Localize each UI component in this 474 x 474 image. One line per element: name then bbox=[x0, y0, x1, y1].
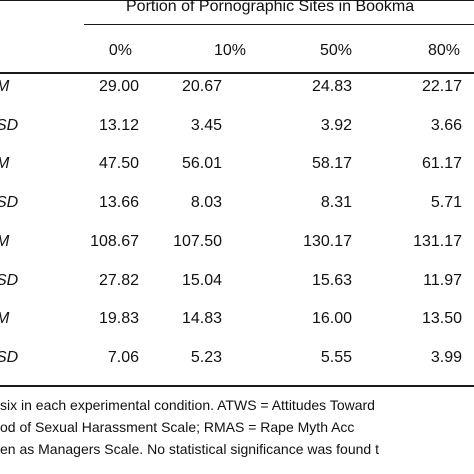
table-cell: 3.66 bbox=[430, 116, 462, 134]
row-label-sd: SD bbox=[0, 348, 19, 366]
table-cell: 16.00 bbox=[311, 310, 352, 328]
table-cell: 5.71 bbox=[430, 194, 462, 212]
table-cell: 11.97 bbox=[423, 271, 462, 289]
table-cell: 15.04 bbox=[181, 271, 222, 289]
table-cell: 58.17 bbox=[311, 155, 352, 173]
table-cell: 131.17 bbox=[413, 232, 462, 250]
table-cell: 3.92 bbox=[320, 116, 352, 134]
table-bottom-rule bbox=[0, 385, 474, 387]
group-header-underline bbox=[84, 24, 474, 25]
table-cell: 8.03 bbox=[190, 194, 222, 212]
table-cell: 107.50 bbox=[173, 232, 222, 250]
row-label-m: M bbox=[0, 310, 9, 328]
table-cell: 15.63 bbox=[311, 271, 352, 289]
table-cell: 13.12 bbox=[98, 116, 139, 134]
group-header: Portion of Pornographic Sites in Bookma bbox=[126, 0, 415, 15]
row-label-sd: SD bbox=[0, 271, 19, 289]
table-note-line-2: od of Sexual Harassment Scale; RMAS = Ra… bbox=[0, 419, 355, 435]
table-cell: 27.82 bbox=[98, 271, 139, 289]
table-cell: 22.17 bbox=[421, 78, 462, 95]
table-note-line-1: six in each experimental condition. ATWS… bbox=[0, 397, 375, 413]
row-label-sd: SD bbox=[0, 194, 19, 212]
table-cell: 7.06 bbox=[107, 348, 139, 366]
table-top-rule bbox=[0, 0, 474, 1]
table-cell: 3.45 bbox=[190, 116, 222, 134]
table-note-line-3: en as Managers Scale. No statistical sig… bbox=[0, 441, 379, 457]
row-label-m: M bbox=[0, 233, 9, 251]
row-label-m: M bbox=[0, 78, 9, 96]
table-cell: 13.50 bbox=[421, 310, 462, 328]
header-bottom-rule bbox=[0, 72, 474, 74]
column-header-0: 0% bbox=[108, 42, 132, 59]
table-cell: 19.83 bbox=[98, 310, 139, 328]
row-label-sd: SD bbox=[0, 116, 19, 134]
column-header-2: 50% bbox=[319, 42, 352, 59]
table-cell: 108.67 bbox=[90, 232, 139, 250]
table-cell: 29.00 bbox=[98, 78, 139, 95]
table-cell: 24.83 bbox=[311, 78, 352, 95]
table-cell: 13.66 bbox=[98, 194, 139, 212]
column-header-3: 80% bbox=[427, 42, 460, 59]
table-cell: 20.67 bbox=[181, 78, 222, 95]
table-cell: 8.31 bbox=[320, 194, 352, 212]
table-cell: 61.17 bbox=[421, 155, 462, 173]
column-header-1: 10% bbox=[213, 42, 246, 59]
row-label-m: M bbox=[0, 155, 9, 173]
table-cell: 5.23 bbox=[190, 348, 222, 366]
table-cell: 56.01 bbox=[181, 155, 222, 173]
table-cell: 130.17 bbox=[303, 232, 352, 250]
table-cell: 3.99 bbox=[430, 348, 462, 366]
table-cell: 47.50 bbox=[98, 155, 139, 173]
table-cell: 5.55 bbox=[320, 348, 352, 366]
table-cell: 14.83 bbox=[181, 310, 222, 328]
